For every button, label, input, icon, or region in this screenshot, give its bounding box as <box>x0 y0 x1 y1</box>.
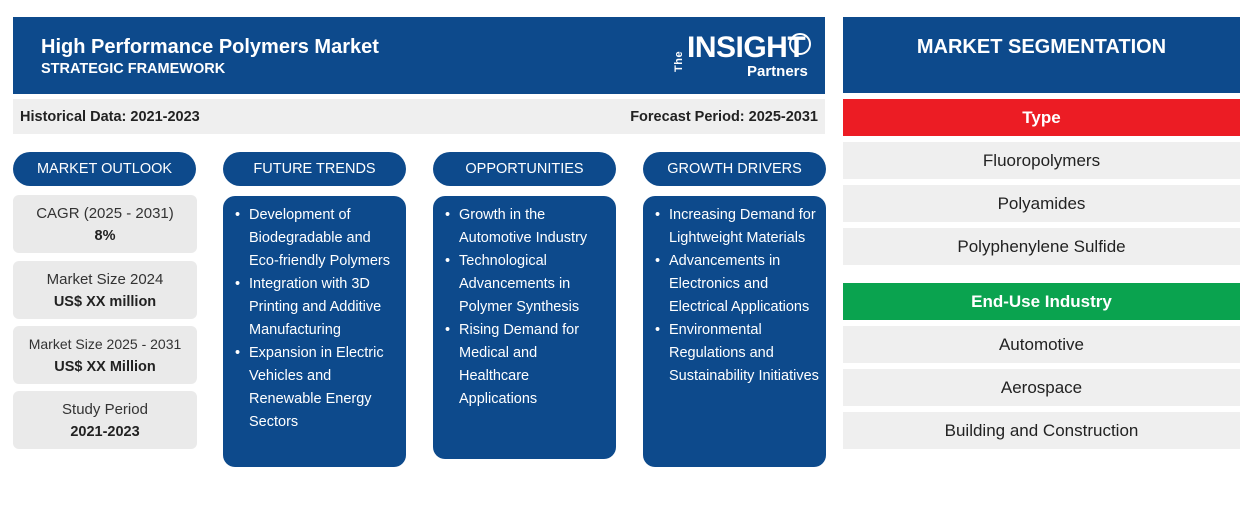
insight-partners-logo: The INSIGHT Partners <box>661 32 811 84</box>
logo-partners-text: Partners <box>747 63 808 80</box>
logo-ring-icon <box>789 33 811 55</box>
opportunities-heading: OPPORTUNITIES <box>433 152 616 186</box>
segment-item: Polyphenylene Sulfide <box>843 228 1240 265</box>
segment-item: Building and Construction <box>843 412 1240 449</box>
segment-end-use-header: End-Use Industry <box>843 283 1240 320</box>
list-item: Development of Biodegradable and Eco-fri… <box>235 204 400 273</box>
card-value: 8% <box>94 228 116 244</box>
logo-the-text: The <box>673 50 685 72</box>
page-title: High Performance Polymers Market <box>41 36 379 58</box>
market-segmentation-heading: MARKET SEGMENTATION <box>843 17 1240 93</box>
period-bar: Historical Data: 2021-2023 Forecast Peri… <box>13 99 825 134</box>
segment-item: Automotive <box>843 326 1240 363</box>
logo-insight-text: INSIGHT <box>687 31 806 64</box>
growth-drivers-heading: GROWTH DRIVERS <box>643 152 826 186</box>
opportunities-box: Growth in the Automotive Industry Techno… <box>433 196 616 459</box>
card-value: US$ XX Million <box>54 359 156 375</box>
growth-drivers-box: Increasing Demand for Lightweight Materi… <box>643 196 826 467</box>
market-outlook-heading: MARKET OUTLOOK <box>13 152 196 186</box>
card-value: 2021-2023 <box>70 424 140 440</box>
segment-item: Aerospace <box>843 369 1240 406</box>
list-item: Expansion in Electric Vehicles and Renew… <box>235 342 400 434</box>
segment-item: Fluoropolymers <box>843 142 1240 179</box>
card-label: Market Size 2024 <box>46 271 164 288</box>
historical-data: Historical Data: 2021-2023 <box>20 109 200 125</box>
list-item: Advancements in Electronics and Electric… <box>655 250 820 319</box>
segment-type-header: Type <box>843 99 1240 136</box>
market-size-2024-card: Market Size 2024 US$ XX million <box>13 261 197 319</box>
list-item: Growth in the Automotive Industry <box>445 204 610 250</box>
card-label: Study Period <box>62 401 148 418</box>
card-label: CAGR (2025 - 2031) <box>36 205 174 222</box>
list-item: Rising Demand for Medical and Healthcare… <box>445 319 610 411</box>
card-value: US$ XX million <box>53 294 157 310</box>
future-trends-box: Development of Biodegradable and Eco-fri… <box>223 196 406 467</box>
card-label: Market Size 2025 - 2031 <box>28 336 182 352</box>
list-item: Integration with 3D Printing and Additiv… <box>235 273 400 342</box>
report-header: High Performance Polymers Market STRATEG… <box>13 17 825 94</box>
segment-item: Polyamides <box>843 185 1240 222</box>
forecast-period: Forecast Period: 2025-2031 <box>630 109 818 125</box>
list-item: Environmental Regulations and Sustainabi… <box>655 319 820 388</box>
list-item: Technological Advancements in Polymer Sy… <box>445 250 610 319</box>
page-subtitle: STRATEGIC FRAMEWORK <box>41 61 226 77</box>
list-item: Increasing Demand for Lightweight Materi… <box>655 204 820 250</box>
market-size-forecast-card: Market Size 2025 - 2031 US$ XX Million <box>13 326 197 384</box>
future-trends-heading: FUTURE TRENDS <box>223 152 406 186</box>
study-period-card: Study Period 2021-2023 <box>13 391 197 449</box>
cagr-card: CAGR (2025 - 2031) 8% <box>13 195 197 253</box>
